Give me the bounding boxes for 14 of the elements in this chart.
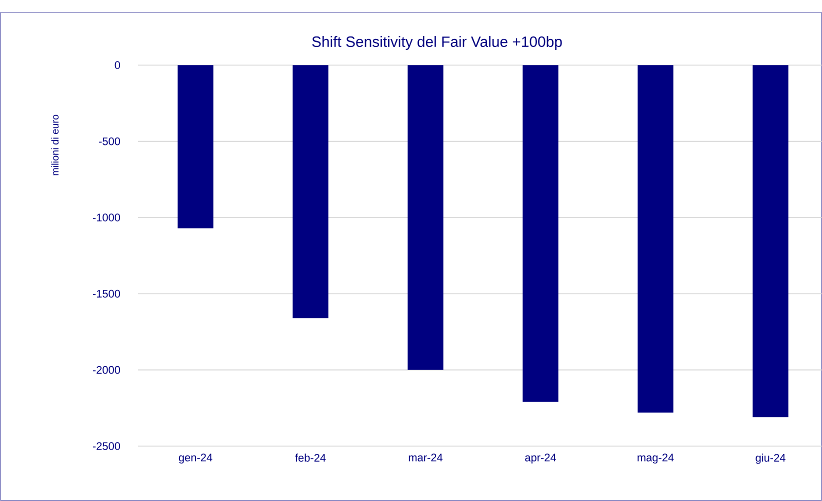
chart-title: Shift Sensitivity del Fair Value +100bp: [312, 36, 562, 50]
y-tick-label: -500: [99, 137, 120, 146]
y-tick-label: -1000: [92, 214, 120, 222]
x-tick-label: mar-24: [408, 454, 443, 462]
y-tick-label: 0: [114, 61, 120, 70]
y-tick-label: -1500: [92, 290, 120, 298]
x-tick-label: gen-24: [178, 454, 212, 464]
y-axis-title: milioni di euro: [51, 114, 59, 176]
y-tick-label: -2000: [92, 366, 120, 374]
x-tick-label: giu-24: [756, 454, 786, 464]
x-tick-label: apr-24: [525, 454, 556, 464]
y-tick-label: -2500: [92, 442, 120, 450]
x-tick-label: feb-24: [295, 454, 326, 462]
x-tick-label: mag-24: [638, 454, 674, 464]
